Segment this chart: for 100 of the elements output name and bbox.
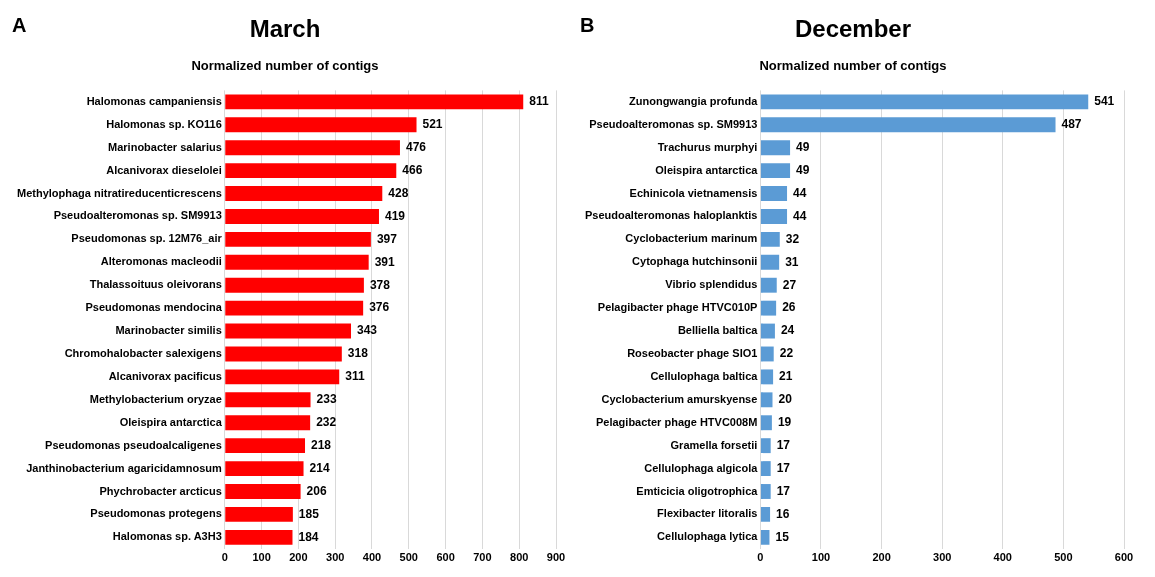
data-label: 21 (779, 369, 793, 384)
y-tick-label: Pelagibacter phage HTVC010P (597, 301, 758, 314)
data-label: 16 (776, 506, 790, 521)
data-label: 541 (1094, 94, 1115, 109)
y-tick-label: Pseudoalteromonas sp. SM9913 (589, 117, 758, 130)
bar (760, 506, 771, 522)
bar (760, 94, 1089, 110)
data-label: 218 (311, 437, 332, 452)
chart-subtitle: Normalized number of contigs (191, 58, 379, 74)
bar (225, 506, 293, 522)
bar (225, 346, 342, 362)
y-tick-label: Pseudoalteromonas sp. SM9913 (53, 209, 222, 222)
y-tick-label: Emticicia oligotrophica (636, 484, 759, 497)
bar (760, 484, 771, 499)
y-tick-label: Belliella baltica (677, 324, 759, 337)
y-tick-label: Trachurus murphyi (657, 140, 758, 153)
bar (225, 438, 306, 454)
bar (225, 254, 369, 270)
bar (760, 254, 780, 270)
y-tick-label: Halomonas sp. KO116 (106, 117, 222, 130)
data-label: 31 (785, 254, 799, 269)
data-label: 26 (782, 300, 796, 315)
x-tick-label: 400 (362, 551, 382, 564)
data-label: 15 (775, 529, 790, 544)
x-tick-label: 600 (436, 551, 455, 564)
bar (760, 438, 771, 454)
y-tick-label: Marinobacter similis (115, 324, 222, 337)
chart-title: March (249, 15, 321, 43)
x-tick-label: 100 (811, 551, 831, 564)
data-label: 811 (529, 94, 549, 109)
data-label: 49 (796, 140, 810, 155)
text: A (12, 13, 27, 36)
data-label: 19 (777, 415, 792, 430)
data-label: 487 (1061, 117, 1082, 132)
x-tick-label: 900 (546, 551, 566, 564)
x-tick-label: 200 (289, 551, 308, 564)
bar (225, 231, 371, 247)
bar (225, 117, 417, 133)
x-tick-label: 200 (872, 551, 891, 564)
y-tick-label: Cellulophaga lytica (657, 530, 759, 543)
y-tick-label: Roseobacter phage SIO1 (627, 347, 758, 360)
y-tick-label: Cytophaga hutchinsonii (632, 255, 758, 268)
data-label: 32 (785, 231, 800, 246)
y-tick-label: Alteromonas macleodii (100, 255, 222, 268)
bar (760, 186, 788, 201)
bar (225, 415, 311, 431)
data-label: 206 (306, 483, 327, 498)
bar (760, 415, 772, 431)
y-tick-label: Pseudoalteromonas haloplanktis (585, 209, 758, 222)
data-label: 397 (376, 231, 398, 246)
data-label: 214 (309, 460, 330, 475)
data-label: 24 (780, 323, 795, 338)
bar (760, 117, 1056, 133)
bar (225, 163, 397, 179)
data-label: 419 (384, 208, 406, 223)
bar (760, 277, 777, 293)
data-label: 17 (776, 460, 791, 475)
bar (225, 529, 293, 545)
data-label: 27 (782, 277, 797, 292)
data-label: 311 (345, 369, 365, 384)
data-label: 233 (316, 392, 337, 407)
data-label: 428 (388, 185, 409, 200)
y-tick-label: Oleispira antarctica (119, 415, 223, 428)
data-label: 20 (778, 392, 793, 407)
bar (760, 140, 791, 156)
data-label: 466 (402, 162, 423, 177)
chart-title: December (794, 15, 912, 43)
y-tick-label: Pelagibacter phage HTVC008M (595, 415, 758, 428)
y-tick-label: Pseudomonas mendocina (85, 301, 223, 314)
x-tick-label: 500 (1054, 551, 1073, 564)
bar (225, 369, 340, 385)
data-label: 343 (357, 323, 378, 338)
y-tick-label: Marinobacter salarius (108, 140, 222, 153)
bar (760, 369, 774, 385)
bar (760, 163, 791, 179)
data-label: 232 (316, 415, 337, 430)
x-tick-label: 500 (399, 551, 418, 564)
y-tick-label: Alcanivorax dieselolei (106, 163, 222, 176)
y-tick-label: Cyclobacterium amurskyense (601, 392, 758, 405)
bar (760, 300, 777, 316)
x-tick-label: 100 (252, 551, 271, 564)
bar (225, 484, 301, 499)
y-tick-label: Halomonas campaniensis (86, 94, 222, 107)
x-tick-label: 300 (326, 551, 345, 564)
bar (225, 300, 364, 316)
bar (225, 140, 400, 156)
data-label: 49 (796, 162, 810, 177)
y-tick-label: Chromohalobacter salexigens (64, 347, 222, 360)
y-tick-label: Thalassoituus oleivorans (89, 278, 222, 291)
data-label: 318 (347, 346, 369, 361)
y-tick-label: Pseudomonas pseudoalcaligenes (45, 438, 222, 451)
bar (225, 186, 383, 201)
data-label: 44 (793, 208, 807, 223)
bar (225, 94, 524, 110)
bar (225, 209, 379, 224)
y-tick-label: Oleispira antarctica (655, 163, 759, 176)
data-label: 17 (776, 437, 791, 452)
bar (760, 209, 788, 224)
data-label: 378 (369, 277, 391, 292)
bar (225, 323, 352, 339)
